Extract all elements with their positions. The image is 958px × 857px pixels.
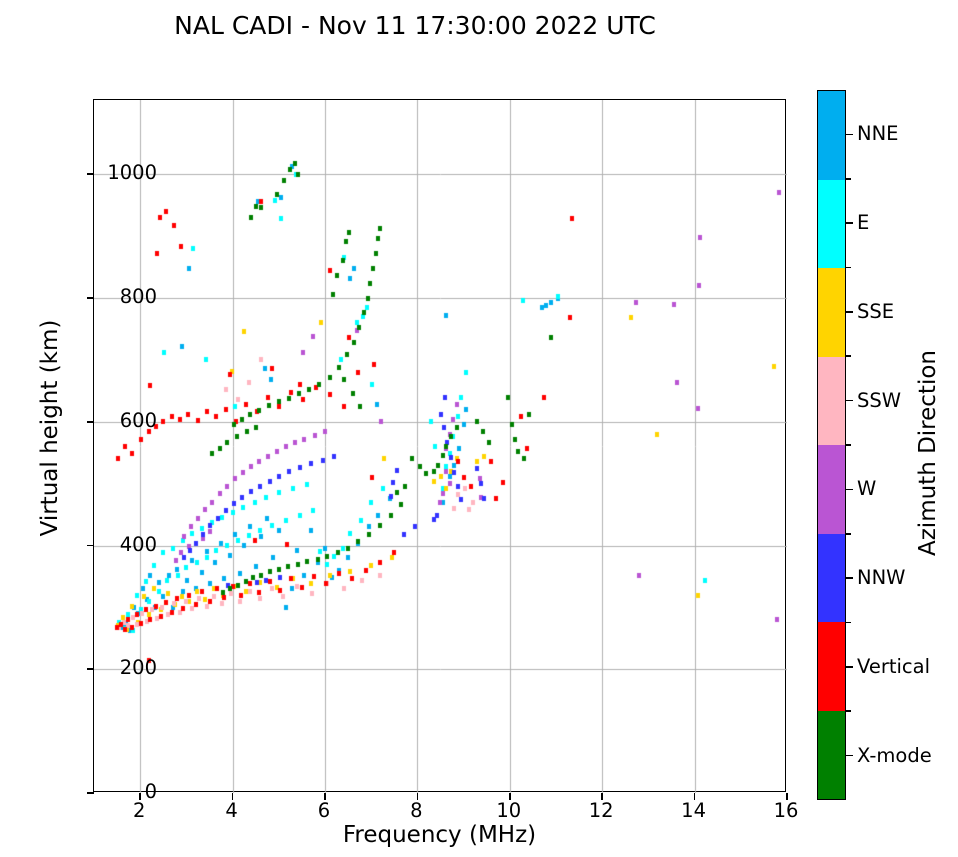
x-tick-label: 12: [588, 799, 614, 822]
x-axis-label: Frequency (MHz): [342, 822, 537, 848]
y-tick-mark: [87, 420, 94, 423]
x-tick-label: 4: [225, 799, 238, 822]
ionogram-scatter-canvas: [94, 100, 787, 793]
colorbar-segment-sse: [818, 268, 845, 357]
colorbar-tick-mark: [846, 577, 853, 579]
colorbar-boundary-tick: [846, 710, 851, 713]
y-axis-label: Virtual height (km): [37, 319, 63, 537]
x-tick-mark: [509, 793, 511, 800]
colorbar-boundary-tick: [846, 355, 851, 358]
y-tick-label: 400: [119, 532, 157, 556]
y-tick-mark: [87, 297, 94, 299]
colorbar-label-nnw: NNW: [857, 566, 906, 590]
colorbar-label-vertical: Vertical: [857, 654, 930, 678]
y-tick-mark: [87, 668, 94, 671]
x-tick-label: 10: [496, 799, 522, 822]
colorbar-tick-mark: [846, 399, 853, 402]
colorbar-tick-mark: [846, 222, 853, 224]
colorbar-segment-w: [818, 445, 845, 534]
azimuth-colorbar: [817, 90, 846, 800]
y-tick-label: 200: [119, 656, 157, 680]
x-tick-label: 6: [317, 799, 331, 822]
colorbar-tick-mark: [846, 488, 853, 491]
y-tick-mark: [87, 544, 94, 547]
colorbar-boundary-tick: [846, 266, 851, 269]
colorbar-label-nne: NNE: [857, 122, 899, 146]
y-tick-mark: [87, 173, 94, 176]
colorbar-segment-e: [818, 179, 845, 268]
colorbar-boundary-tick: [846, 177, 851, 180]
y-tick-mark: [87, 792, 94, 794]
x-tick-mark: [416, 793, 419, 800]
colorbar-tick-mark: [846, 666, 853, 668]
colorbar-label-w: W: [857, 477, 877, 501]
x-tick-label: 2: [132, 799, 146, 822]
y-tick-label: 0: [144, 780, 157, 803]
x-tick-mark: [139, 793, 141, 800]
x-tick-label: 8: [410, 799, 423, 822]
y-tick-label: 1000: [107, 161, 157, 185]
x-tick-mark: [324, 793, 326, 800]
colorbar-tick-mark: [846, 133, 853, 136]
colorbar-label-sse: SSE: [857, 299, 895, 323]
colorbar-boundary-tick: [846, 621, 851, 624]
colorbar-axis-label: Azimuth Direction: [915, 350, 941, 556]
x-tick-mark: [693, 793, 696, 800]
x-tick-mark: [601, 793, 603, 800]
colorbar-boundary-tick: [846, 532, 851, 535]
x-tick-mark: [786, 793, 788, 800]
y-tick-label: 800: [119, 285, 157, 308]
colorbar-tick-mark: [846, 754, 853, 757]
x-tick-label: 14: [681, 799, 706, 822]
colorbar-label-ssw: SSW: [857, 388, 902, 412]
colorbar-segment-ssw: [818, 356, 845, 445]
plot-axes: [87, 99, 788, 800]
colorbar-label-e: E: [857, 211, 870, 235]
page-title: NAL CADI - Nov 11 17:30:00 2022 UTC: [174, 11, 656, 40]
colorbar-segment-vertical: [818, 622, 845, 711]
colorbar-segment-nne: [818, 91, 845, 180]
y-tick-label: 600: [119, 408, 157, 432]
colorbar-segment-x-mode: [818, 710, 845, 799]
colorbar-tick-mark: [846, 311, 853, 313]
colorbar-segment-nnw: [818, 533, 845, 622]
x-tick-mark: [231, 793, 234, 800]
x-tick-label: 16: [773, 799, 799, 822]
colorbar-boundary-tick: [846, 444, 851, 446]
colorbar-label-x-mode: X-mode: [857, 743, 932, 767]
